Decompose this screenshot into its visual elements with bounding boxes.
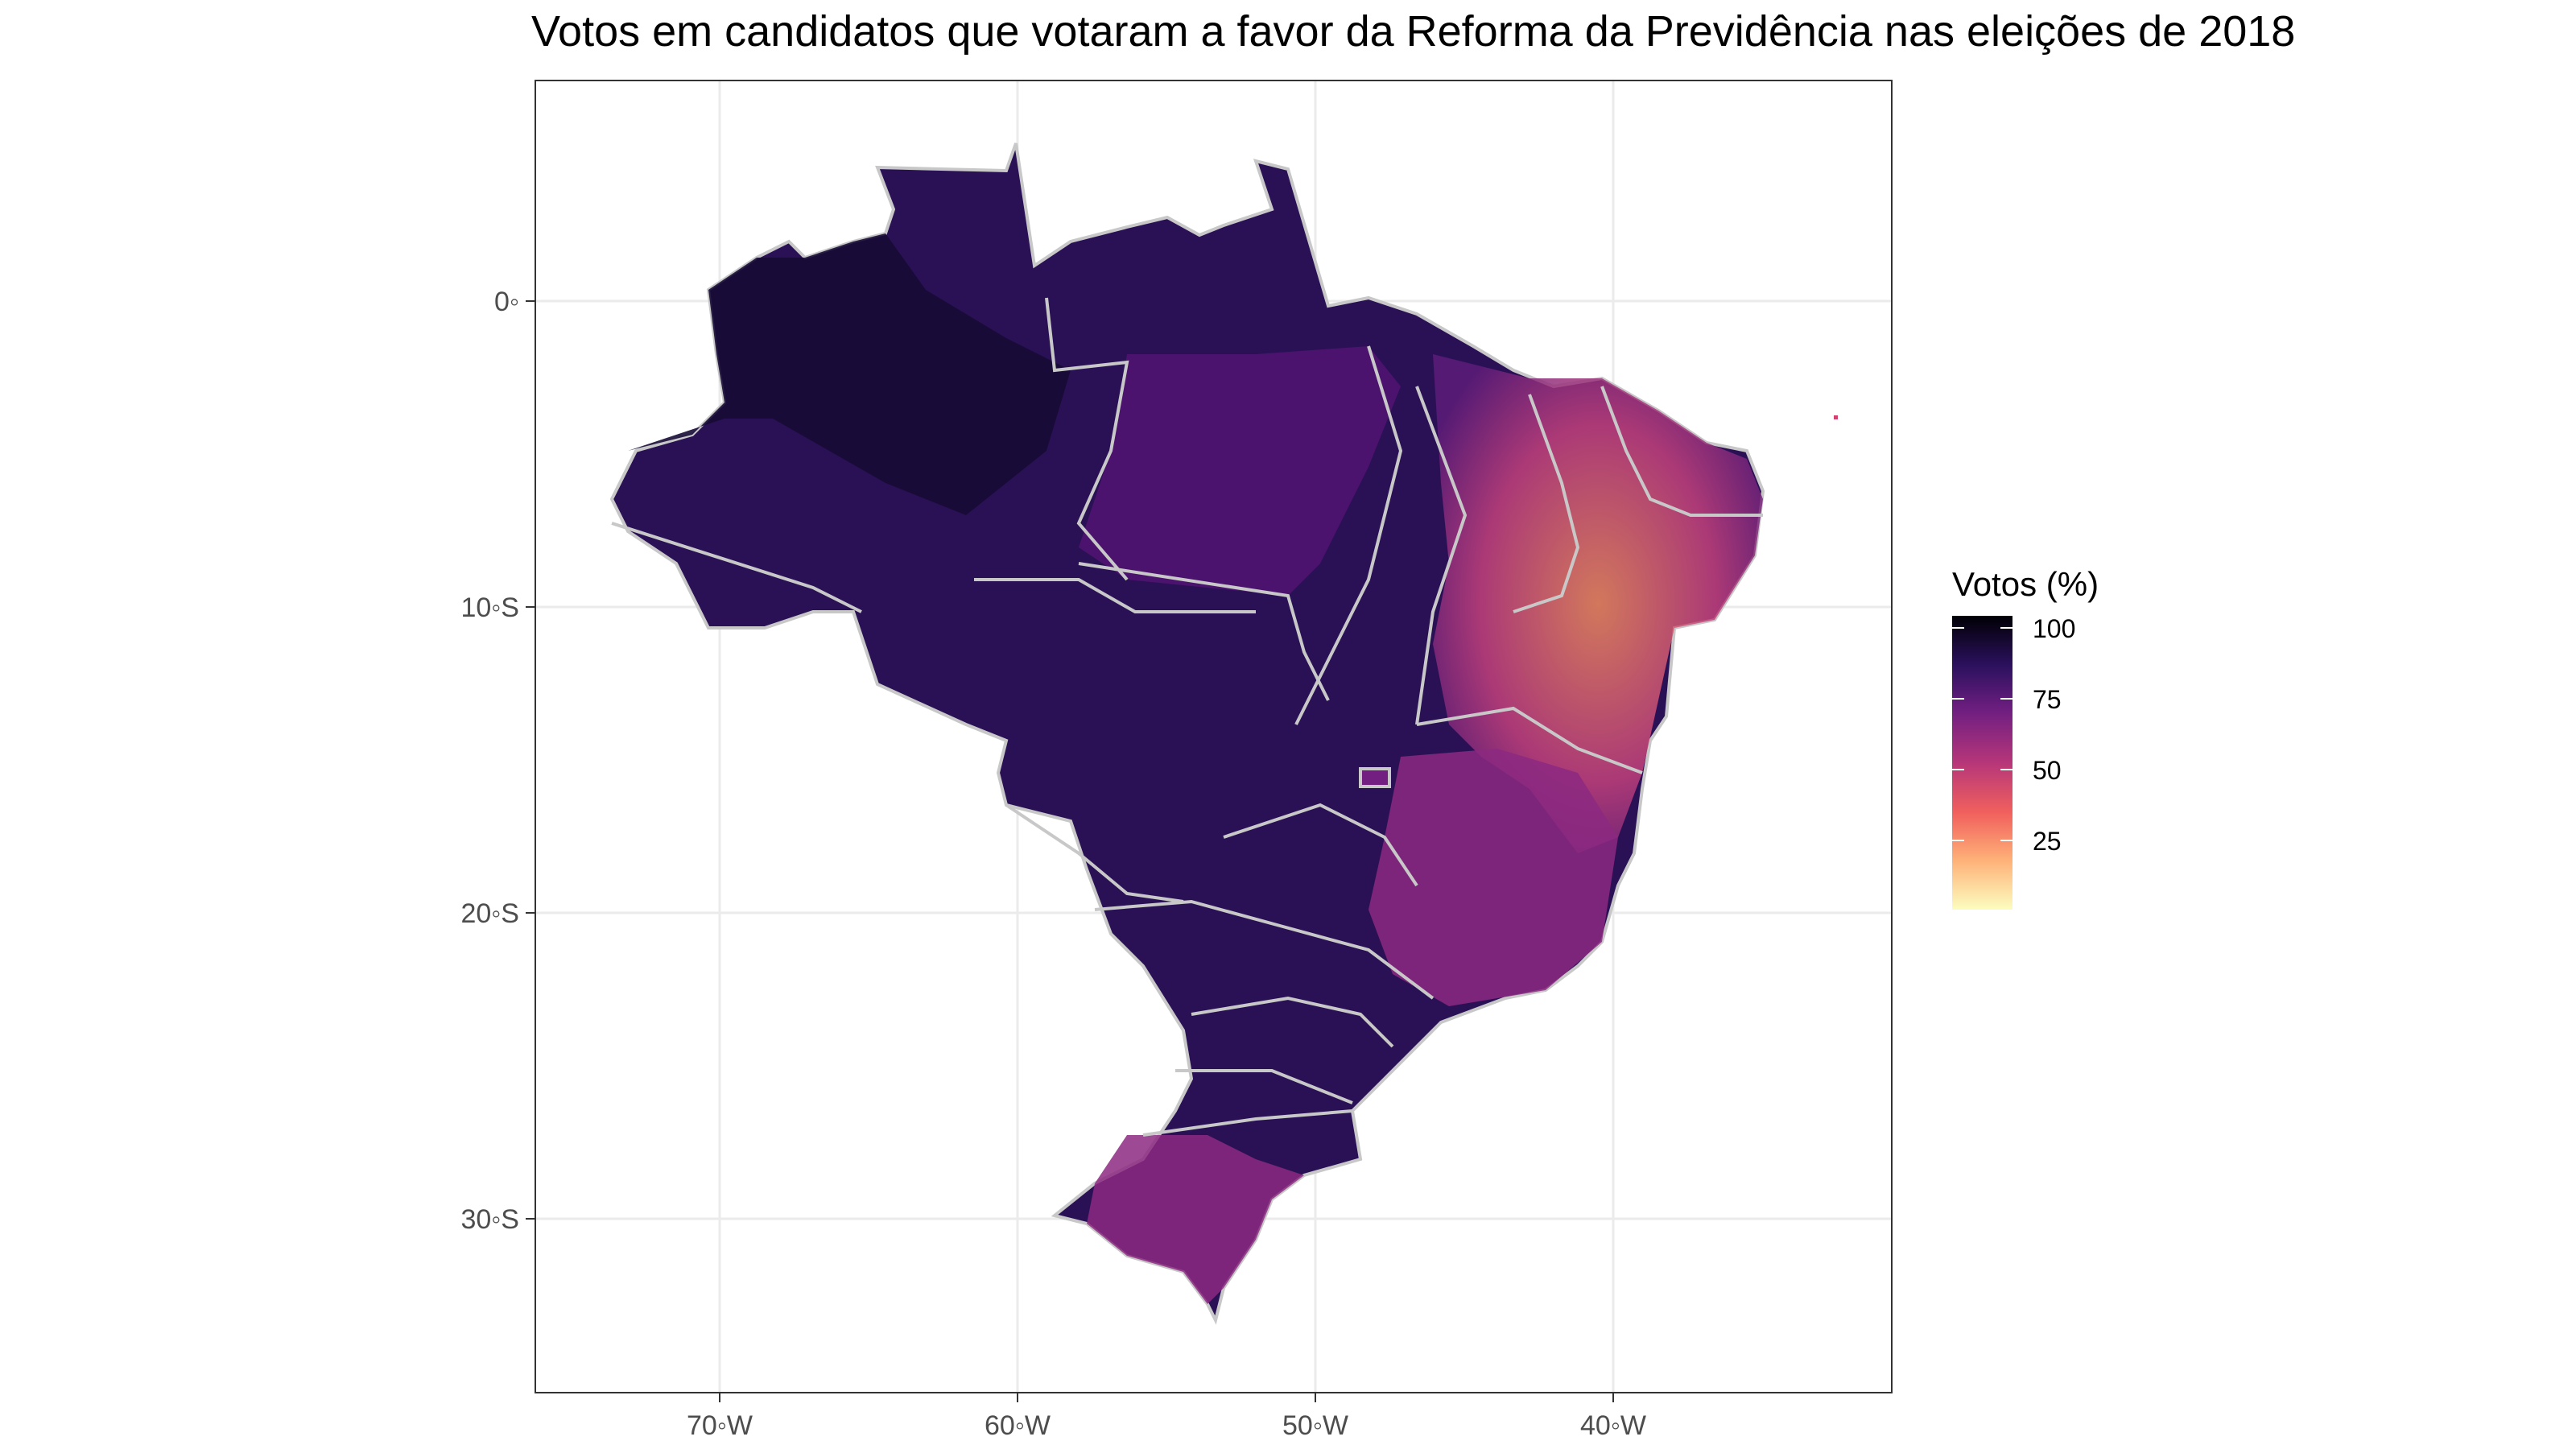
- state-border: [1513, 394, 1580, 613]
- state-border: [1294, 345, 1403, 725]
- x-axis: 70◦W 60◦W 50◦W 40◦W: [687, 1393, 1646, 1441]
- legend-label: 25: [2033, 827, 2062, 856]
- fernando-de-noronha: [1834, 415, 1838, 419]
- state-border: [1078, 562, 1330, 701]
- state-border: [1142, 1109, 1353, 1137]
- y-tick-label: 0◦: [494, 287, 519, 317]
- state-border: [1045, 297, 1129, 581]
- federal-district: [1359, 767, 1391, 788]
- panel-border: [535, 80, 1893, 1393]
- x-tick-label: 50◦W: [1282, 1410, 1348, 1441]
- legend-label: 50: [2033, 756, 2062, 785]
- state-border: [974, 578, 1256, 613]
- y-tick-label: 10◦S: [460, 592, 519, 623]
- state-border: [1191, 996, 1394, 1048]
- state-border: [1094, 899, 1435, 1000]
- northwest-region: [628, 233, 1071, 515]
- chart-title: Votos em candidatos que votaram a favor …: [531, 7, 2296, 56]
- state-border: [1005, 803, 1184, 903]
- state-border: [1223, 803, 1418, 887]
- legend-ticks: [1952, 627, 2013, 841]
- x-tick-label: 60◦W: [985, 1410, 1051, 1441]
- state-border: [1600, 386, 1763, 517]
- y-tick-label: 30◦S: [460, 1204, 519, 1235]
- state-border: [1175, 1069, 1353, 1104]
- x-tick-label: 70◦W: [687, 1410, 753, 1441]
- state-border: [1416, 706, 1643, 774]
- northeast-region: [1433, 354, 1763, 853]
- x-tick-label: 40◦W: [1580, 1410, 1646, 1441]
- legend-title: Votos (%): [1952, 565, 2099, 603]
- south-region: [1087, 1135, 1304, 1304]
- southeast-region: [1368, 749, 1618, 1006]
- y-tick-label: 20◦S: [460, 898, 519, 929]
- state-border: [1415, 386, 1468, 725]
- legend-colorbar: [1952, 616, 2013, 910]
- y-axis: 0◦ 10◦S 20◦S 30◦S: [460, 287, 535, 1235]
- legend-label: 100: [2033, 614, 2075, 643]
- legend-label: 75: [2033, 685, 2062, 714]
- legend: Votos (%) 100 75 50 25: [1952, 565, 2099, 910]
- north-region: [1079, 346, 1401, 596]
- brazil-map: [609, 142, 1838, 1325]
- state-border: [611, 522, 862, 613]
